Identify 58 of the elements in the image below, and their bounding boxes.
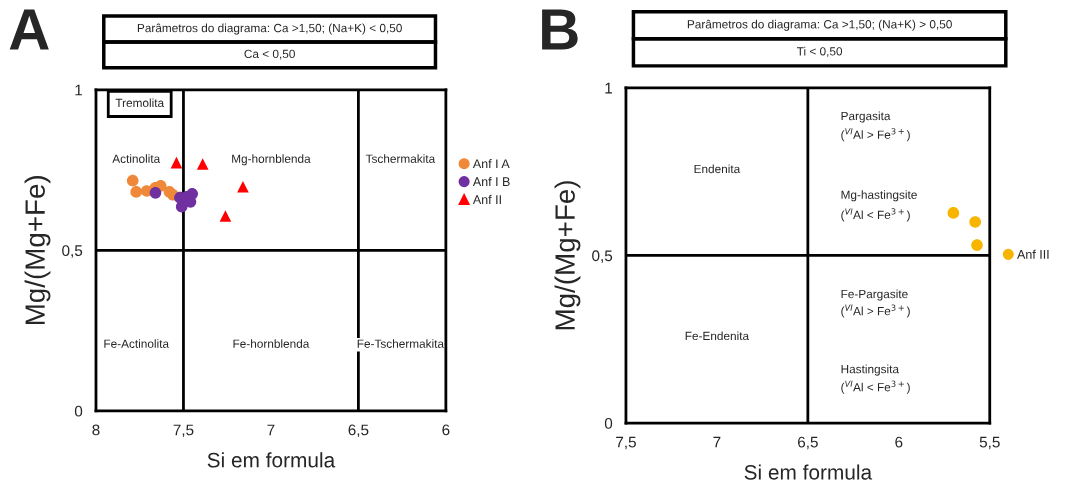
annotation: Tremolita [115, 98, 165, 108]
legend-label: Anf I B [472, 176, 510, 186]
annotation: Actinolita [112, 154, 161, 163]
chart-title: A [9, 9, 49, 50]
annotation: Mg-hastingsite [841, 190, 917, 202]
x-tick-label: 6,5 [348, 424, 369, 438]
x-tick-label: 6 [442, 424, 450, 436]
x-tick-label: 7,5 [616, 436, 636, 450]
annotation: ($^{VI}$Al > Fe$^{3+}$) [841, 128, 910, 142]
point [186, 188, 199, 200]
point [149, 187, 162, 199]
point [219, 210, 232, 222]
x-tick-label: 5,5 [979, 436, 1000, 450]
point [196, 158, 209, 170]
x-tick-label: 7,5 [173, 424, 194, 438]
x-axis-title: Si em formula [207, 452, 336, 468]
x-tick-label: 6 [895, 436, 903, 448]
y-tick-label: 0,5 [62, 245, 83, 258]
y-axis-title: Mg/(Mg+Fe) [554, 181, 581, 330]
point [126, 174, 139, 187]
annotation: Mg-hornblenda [232, 154, 311, 166]
text: Parâmetros do diagrama: Ca >1,50; (Na+K) < 0,50 [137, 23, 402, 35]
y-axis-title: Mg/(Mg+Fe) [24, 176, 51, 325]
annotation: ($^{VI}$Al > Fe$^{3+}$) [841, 304, 910, 318]
point [971, 239, 983, 251]
annotation: Fe-Tschermakita [357, 339, 445, 348]
annotation: ($^{VI}$Al < Fe$^{3+}$) [841, 208, 910, 222]
point [170, 156, 183, 169]
point [947, 207, 960, 219]
point [969, 216, 982, 228]
annotation: ($^{VI}$Al < Fe$^{3+}$) [841, 380, 910, 394]
annotation: Endenita [694, 164, 741, 174]
annotation: Tschermakita [365, 154, 436, 163]
chart-title: B [542, 9, 578, 50]
annotation: Fe-hornblenda [233, 339, 310, 348]
text: Ca < 0,50 [244, 49, 295, 60]
annotation: Fe-Pargasite [841, 289, 908, 301]
annotation: Hastingsita [841, 364, 899, 376]
x-tick-label: 7 [713, 436, 721, 448]
point [130, 186, 143, 198]
annotation: Fe-Endenita [685, 331, 750, 341]
y-tick-label: 0 [604, 417, 613, 429]
annotation: Pargasita [841, 111, 891, 123]
y-tick-label: 0,5 [592, 250, 613, 263]
x-tick-label: 7 [267, 424, 275, 436]
x-tick-label: 8 [92, 424, 100, 436]
x-tick-label: 6,5 [798, 436, 818, 450]
text: Parâmetros do diagrama: Ca >1,50; (Na+K) > 0,50 [687, 19, 952, 31]
text: Ti < 0,50 [796, 46, 843, 57]
y-tick-label: 0 [74, 405, 83, 417]
point [237, 180, 249, 193]
y-tick-label: 1 [75, 84, 83, 96]
legend-label: Anf III [1017, 249, 1049, 259]
annotation: Fe-Actinolita [104, 339, 170, 348]
y-tick-label: 1 [605, 82, 613, 94]
legend-label: Anf II [472, 194, 501, 204]
x-axis-title: Si em formula [744, 464, 873, 480]
legend-label: Anf I A [472, 159, 510, 169]
